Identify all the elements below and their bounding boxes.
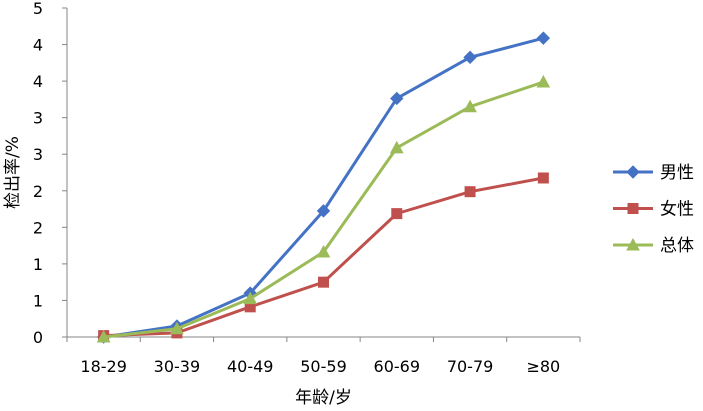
data-point bbox=[316, 244, 331, 258]
data-point bbox=[170, 321, 184, 335]
data-point bbox=[463, 99, 477, 113]
y-tick-label: 1 bbox=[33, 291, 43, 310]
x-axis: 18-29 30-39 40-49 50-59 60-69 70-79 ≥80 bbox=[66, 336, 581, 376]
series-1 bbox=[96, 31, 551, 344]
x-tick-label: 18-29 bbox=[80, 357, 127, 376]
legend-marker bbox=[627, 203, 639, 214]
x-tick-label: 40-49 bbox=[227, 357, 274, 376]
y-tick-label: 4 bbox=[33, 72, 43, 91]
y-tick-label: 3 bbox=[33, 109, 43, 128]
legend-item: 女性 bbox=[613, 200, 694, 220]
legend-marker bbox=[626, 165, 640, 179]
legend-label: 女性 bbox=[660, 200, 694, 220]
series-3 bbox=[96, 74, 551, 343]
data-point bbox=[537, 172, 549, 184]
x-tick-label: 30-39 bbox=[154, 357, 201, 376]
data-point bbox=[96, 329, 111, 343]
data-point bbox=[536, 31, 551, 45]
x-axis-title: 年龄/岁 bbox=[295, 388, 352, 408]
legend-marker bbox=[626, 237, 640, 251]
data-point bbox=[391, 208, 403, 220]
x-tick-label: 60-69 bbox=[374, 357, 421, 376]
y-tick-label: 1 bbox=[33, 255, 43, 274]
data-point bbox=[389, 140, 404, 154]
y-tick-label: 4 bbox=[33, 36, 43, 55]
data-point bbox=[243, 291, 258, 305]
legend-label: 男性 bbox=[660, 163, 694, 183]
legend-item: 总体 bbox=[613, 236, 694, 256]
x-tick-label: 50-59 bbox=[300, 357, 347, 376]
data-point bbox=[464, 186, 476, 198]
x-tick-label: 70-79 bbox=[447, 357, 494, 376]
x-tick-label: ≥80 bbox=[526, 357, 560, 376]
data-point bbox=[463, 50, 477, 65]
y-axis: 0 1 1 2 2 3 3 4 4 5 bbox=[33, 0, 68, 347]
y-axis-title: 检出率/% bbox=[3, 136, 23, 209]
y-tick-label: 2 bbox=[33, 182, 43, 201]
data-point bbox=[316, 204, 331, 218]
data-point bbox=[390, 91, 404, 106]
y-tick-label: 5 bbox=[33, 0, 43, 18]
y-tick-label: 3 bbox=[33, 145, 43, 164]
plot-area bbox=[96, 31, 551, 344]
legend-item: 男性 bbox=[613, 163, 694, 183]
data-point bbox=[536, 74, 551, 88]
data-point bbox=[318, 276, 329, 288]
legend-label: 总体 bbox=[660, 236, 694, 256]
y-tick-label: 2 bbox=[33, 218, 43, 237]
y-tick-label: 0 bbox=[33, 328, 43, 347]
series-line bbox=[103, 36, 544, 339]
